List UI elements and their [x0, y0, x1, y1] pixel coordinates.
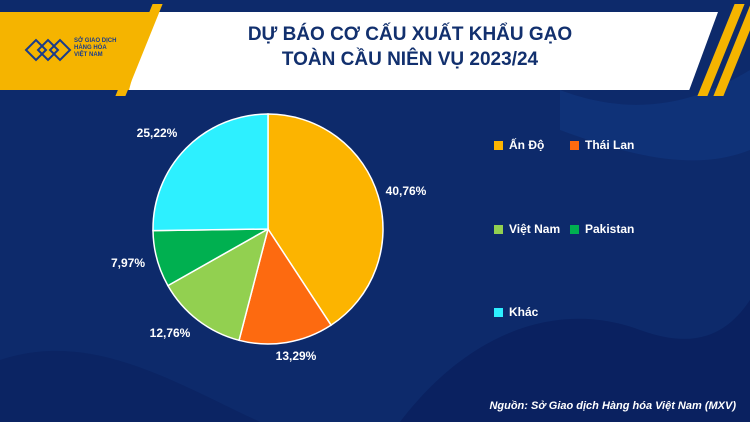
legend-item: Khác: [494, 305, 538, 319]
legend-swatch: [494, 140, 503, 150]
legend-label: Ấn Độ: [509, 138, 545, 152]
legend-swatch: [494, 307, 503, 317]
source-note: Nguồn: Sở Giao dịch Hàng hóa Việt Nam (M…: [489, 400, 736, 412]
legend-swatch: [570, 140, 579, 150]
data-label: 12,76%: [150, 326, 191, 340]
title-line-1: DỰ BÁO CƠ CẤU XUẤT KHẨU GẠO: [247, 24, 573, 45]
logo-text: SỞ GIAO DỊCH HÀNG HÓA VIỆT NAM: [74, 38, 144, 59]
legend-label: Khác: [509, 305, 539, 319]
pie-slice: [166, 227, 270, 342]
data-label: 25,22%: [137, 126, 178, 140]
legend-item: Ấn Độ: [494, 138, 544, 152]
legend-label: Thái Lan: [585, 138, 635, 152]
data-label: 13,29%: [276, 349, 317, 363]
logo-line: VIỆT NAM: [74, 52, 103, 58]
legend-swatch: [570, 224, 579, 234]
chart-title: DỰ BÁO CƠ CẤU XUẤT KHẨU GẠO TOÀN CẦU NIÊ…: [180, 22, 640, 72]
legend-item: Pakistan: [570, 222, 634, 236]
pie-slice: [152, 113, 269, 232]
logo-line: HÀNG HÓA: [74, 45, 107, 51]
legend-label: Pakistan: [585, 222, 635, 236]
legend-item: Thái Lan: [570, 138, 634, 152]
pie-slice: [238, 227, 333, 345]
legend-label: Việt Nam: [509, 222, 561, 236]
data-label: 40,76%: [386, 184, 427, 198]
legend-item: Việt Nam: [494, 222, 560, 236]
legend-swatch: [494, 224, 503, 234]
data-label: 7,97%: [111, 256, 145, 270]
mxv-logo-icon: [24, 38, 72, 62]
title-line-2: TOÀN CẦU NIÊN VỤ 2023/24: [281, 49, 539, 70]
logo-line: SỞ GIAO DỊCH: [74, 38, 117, 44]
